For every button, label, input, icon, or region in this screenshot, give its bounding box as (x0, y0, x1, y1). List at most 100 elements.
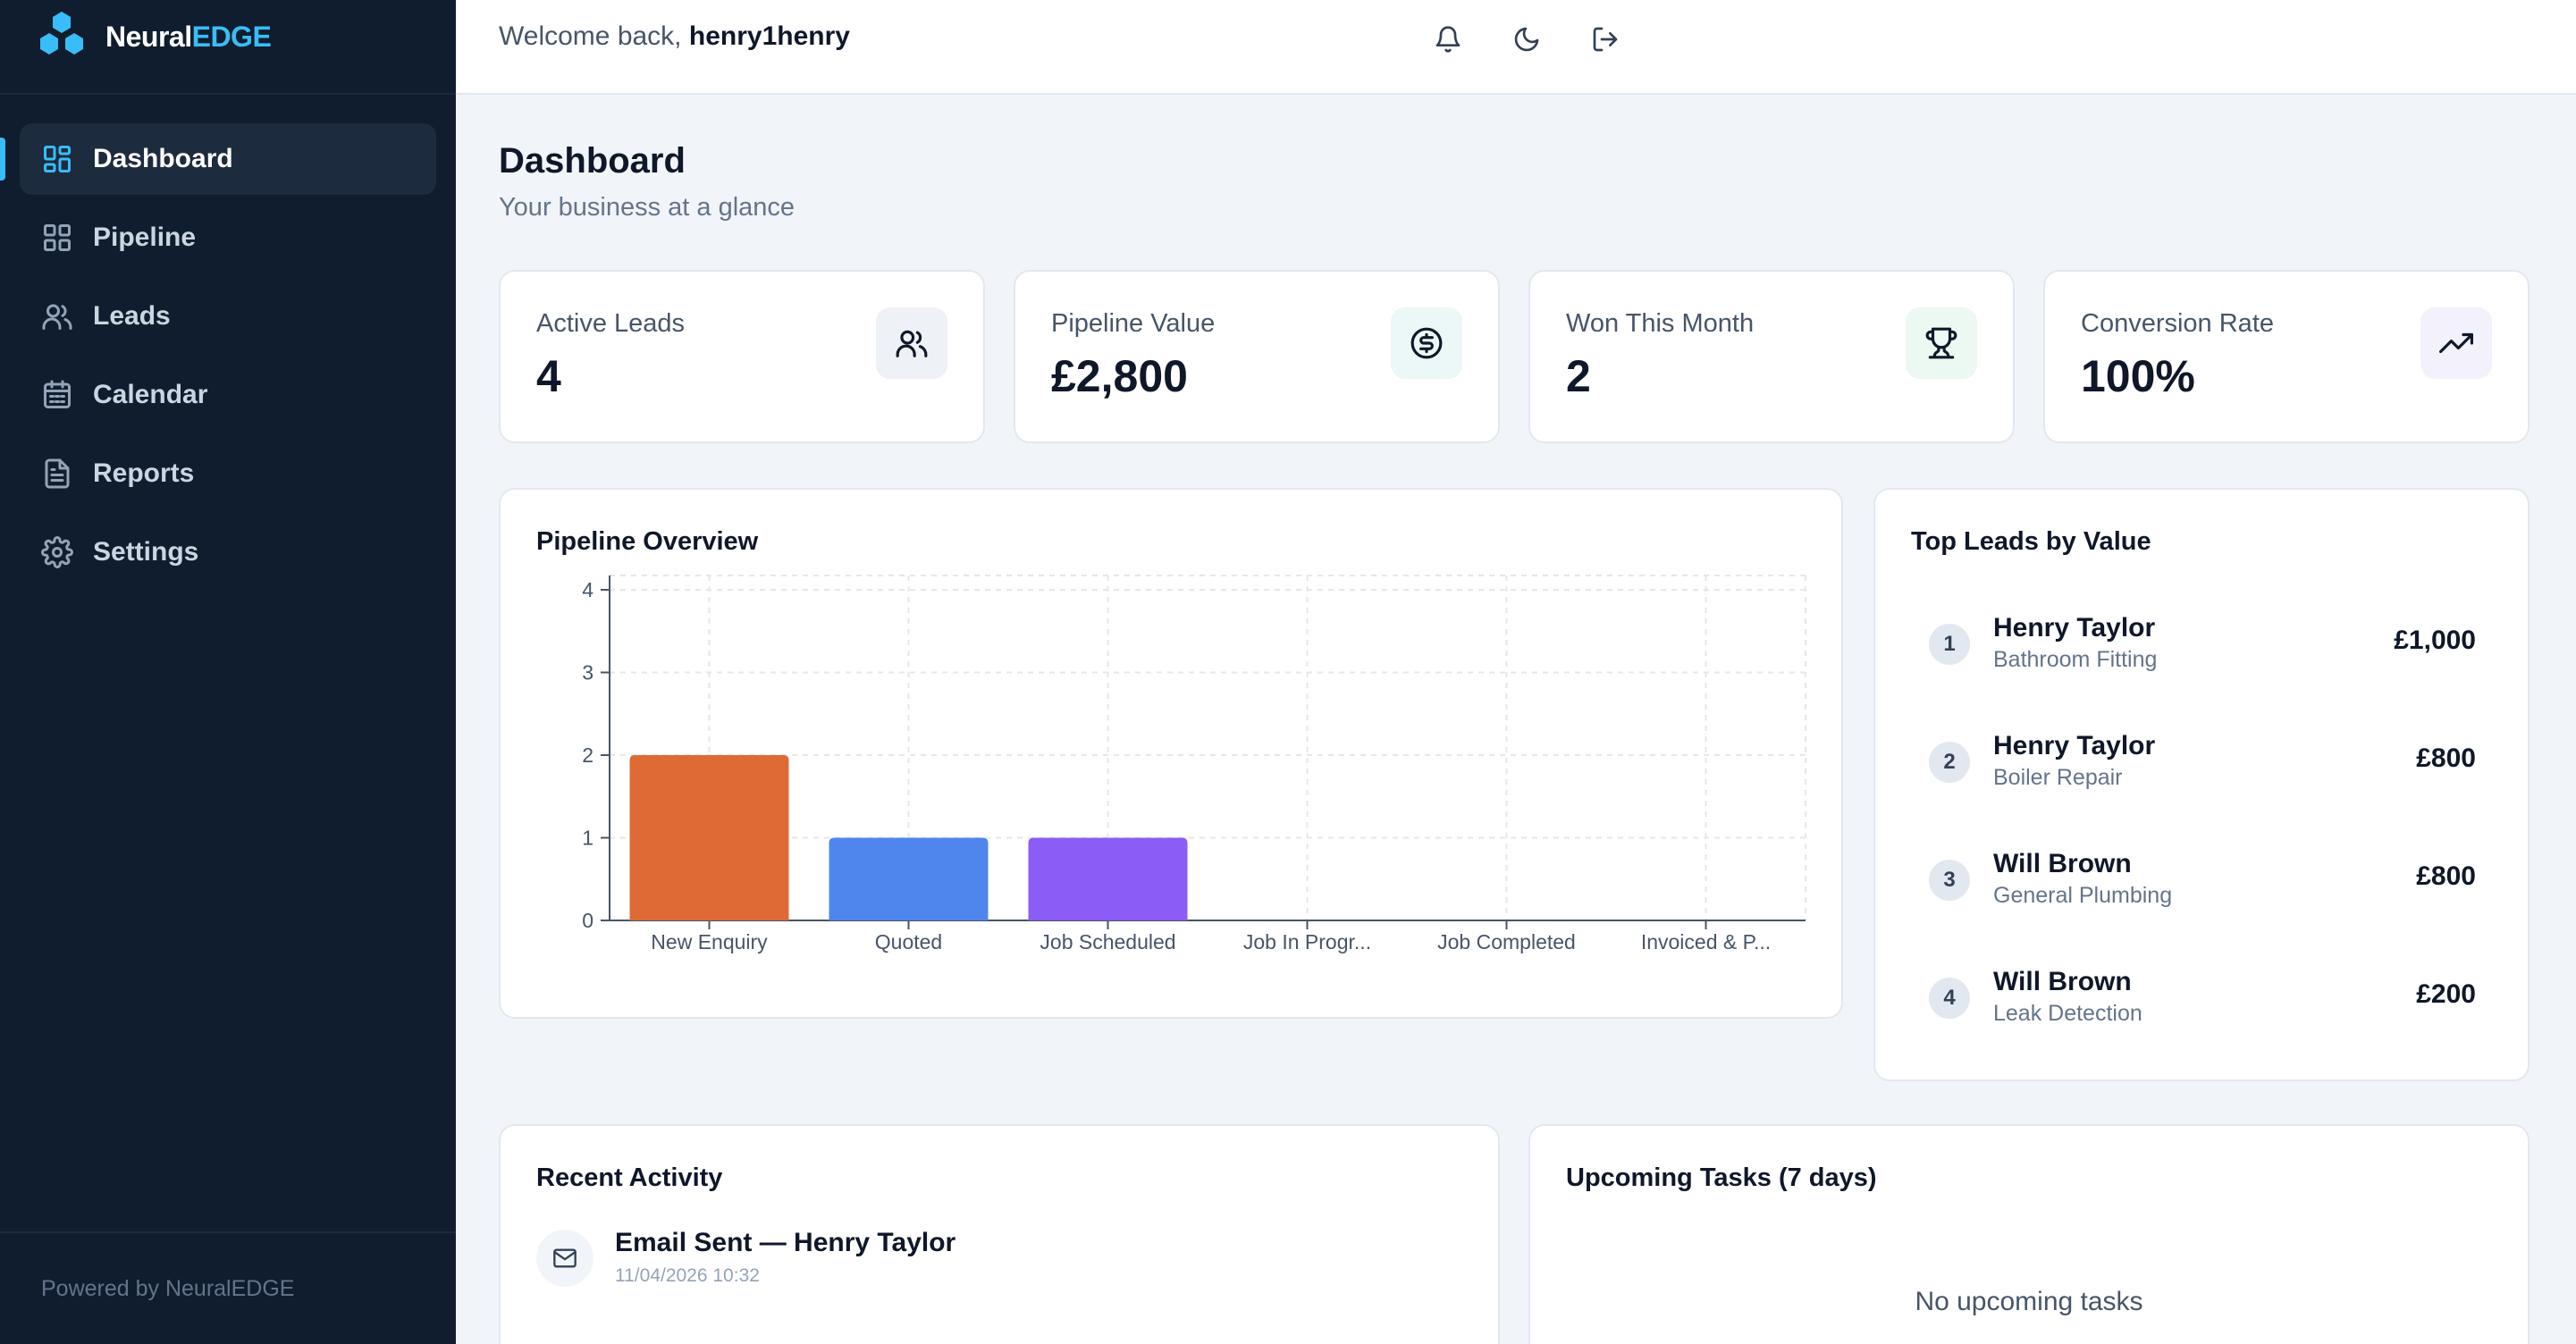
stat-value: 100% (2081, 351, 2195, 401)
stat-card-active-leads: Active Leads 4 (499, 270, 985, 443)
top-leads-card: Top Leads by Value 1 Henry Taylor Bathro… (1873, 488, 2530, 1081)
lead-rank-badge: 1 (1929, 624, 1970, 665)
main-content: Dashboard Your business at a glance Acti… (456, 95, 2576, 1344)
sidebar: NeuralEDGE Dashboard Pipeline Leads Cale… (0, 0, 456, 1344)
sidebar-item-label: Settings (93, 537, 199, 567)
sidebar-nav: Dashboard Pipeline Leads Calendar Report… (20, 123, 436, 595)
x-tick-label: Job Scheduled (1040, 930, 1175, 953)
lead-value: £200 (2416, 979, 2476, 1009)
dashboard-icon (44, 146, 71, 172)
lead-rank-badge: 2 (1929, 742, 1970, 783)
stat-value: £2,800 (1051, 351, 1188, 401)
sidebar-item-settings[interactable]: Settings (20, 517, 436, 588)
theme-toggle-button[interactable] (1507, 20, 1546, 59)
top-leads-title: Top Leads by Value (1911, 527, 2151, 556)
recent-activity-title: Recent Activity (536, 1163, 723, 1192)
moon-icon (1514, 27, 1539, 52)
logo[interactable]: NeuralEDGE (36, 9, 272, 64)
topbar: Welcome back, henry1henry (456, 0, 2576, 95)
x-tick-label: Job Completed (1437, 930, 1576, 953)
bell-icon (1435, 26, 1461, 53)
active-nav-indicator (0, 138, 5, 181)
users-icon (42, 304, 72, 330)
stat-label: Active Leads (536, 309, 686, 338)
sidebar-footer-divider (0, 1231, 456, 1233)
page-subtitle: Your business at a glance (499, 193, 796, 222)
stat-card-won-this-month: Won This Month 2 (1528, 270, 2015, 443)
lead-name: Will Brown (1993, 967, 2132, 996)
x-tick-label: Invoiced & P... (1641, 930, 1771, 953)
document-icon (45, 458, 70, 489)
lead-name: Henry Taylor (1993, 731, 2156, 760)
sidebar-item-calendar[interactable]: Calendar (20, 359, 436, 431)
y-tick-label: 2 (582, 743, 593, 767)
stat-card-conversion-rate: Conversion Rate 100% (2043, 270, 2530, 443)
welcome-message: Welcome back, henry1henry (499, 21, 850, 52)
hexagon-logo-icon (40, 12, 83, 55)
recent-activity-card: Recent Activity Email Sent — Henry Taylo… (499, 1124, 1500, 1344)
lead-value: £800 (2416, 861, 2476, 891)
calendar-icon (44, 380, 71, 408)
trophy-icon (1925, 327, 1957, 359)
sidebar-item-label: Dashboard (93, 144, 233, 173)
lead-name: Will Brown (1993, 849, 2132, 878)
sidebar-divider (0, 93, 456, 95)
sidebar-item-label: Leads (93, 301, 171, 331)
lead-service: Boiler Repair (1993, 765, 2123, 790)
trending-up-icon (2439, 332, 2473, 354)
upcoming-tasks-card: Upcoming Tasks (7 days) No upcoming task… (1528, 1124, 2530, 1344)
lead-value: £1,000 (2394, 626, 2476, 655)
activity-timestamp: 11/04/2026 10:32 (615, 1265, 760, 1286)
powered-by-text: Powered by NeuralEDGE (41, 1276, 295, 1301)
stat-icon-box (2420, 307, 2492, 379)
y-tick-label: 1 (582, 827, 593, 850)
logout-icon (1593, 27, 1618, 52)
x-tick-label: Quoted (875, 930, 942, 953)
x-tick-label: Job In Progr... (1243, 930, 1371, 953)
lead-name: Henry Taylor (1993, 613, 2156, 643)
lead-service: Bathroom Fitting (1993, 647, 2158, 672)
sidebar-item-dashboard[interactable]: Dashboard (20, 123, 436, 195)
lead-value: £800 (2416, 743, 2476, 773)
gear-icon (41, 536, 73, 568)
sidebar-item-leads[interactable]: Leads (20, 281, 436, 352)
lead-row[interactable]: 3 Will Brown General Plumbing £800 (1929, 844, 2476, 915)
activity-icon-circle (536, 1230, 593, 1287)
stat-value: 4 (536, 351, 561, 401)
lead-row[interactable]: 4 Will Brown Leak Detection £200 (1929, 962, 2476, 1033)
lead-service: Leak Detection (1993, 1001, 2142, 1026)
y-tick-label: 4 (582, 578, 593, 601)
stat-label: Pipeline Value (1051, 309, 1216, 338)
stat-card-pipeline-value: Pipeline Value £2,800 (1014, 270, 1500, 443)
stat-label: Conversion Rate (2081, 309, 2274, 338)
sidebar-item-pipeline[interactable]: Pipeline (20, 202, 436, 273)
lead-row[interactable]: 1 Henry Taylor Bathroom Fitting £1,000 (1929, 608, 2476, 679)
username: henry1henry (688, 21, 850, 51)
chart-bar (829, 837, 989, 920)
sidebar-item-label: Reports (93, 458, 195, 488)
y-tick-label: 3 (582, 661, 593, 685)
stat-icon-box (876, 307, 947, 379)
pipeline-overview-title: Pipeline Overview (536, 527, 759, 556)
chart-bar (629, 755, 789, 920)
grid-icon (44, 224, 71, 251)
lead-row[interactable]: 2 Henry Taylor Boiler Repair £800 (1929, 726, 2476, 797)
dollar-circle-icon (1410, 327, 1443, 359)
sidebar-item-reports[interactable]: Reports (20, 438, 436, 509)
lead-rank-badge: 4 (1929, 978, 1970, 1019)
pipeline-overview-card: Pipeline Overview 0 1 2 3 4 New Enquiry Quoted… (499, 488, 1843, 1019)
mail-icon (553, 1248, 577, 1268)
page-title: Dashboard (499, 141, 686, 181)
sidebar-item-label: Pipeline (93, 223, 197, 252)
stat-label: Won This Month (1566, 309, 1755, 338)
logout-button[interactable] (1586, 20, 1625, 59)
lead-rank-badge: 3 (1929, 860, 1970, 901)
lead-service: General Plumbing (1993, 883, 2173, 908)
chart-bar (1028, 837, 1188, 920)
no-tasks-message: No upcoming tasks (1915, 1287, 2143, 1316)
upcoming-tasks-title: Upcoming Tasks (7 days) (1566, 1163, 1877, 1192)
activity-title[interactable]: Email Sent — Henry Taylor (615, 1228, 956, 1257)
y-tick-label: 0 (582, 909, 593, 932)
notifications-button[interactable] (1428, 20, 1468, 59)
stat-value: 2 (1566, 351, 1591, 401)
